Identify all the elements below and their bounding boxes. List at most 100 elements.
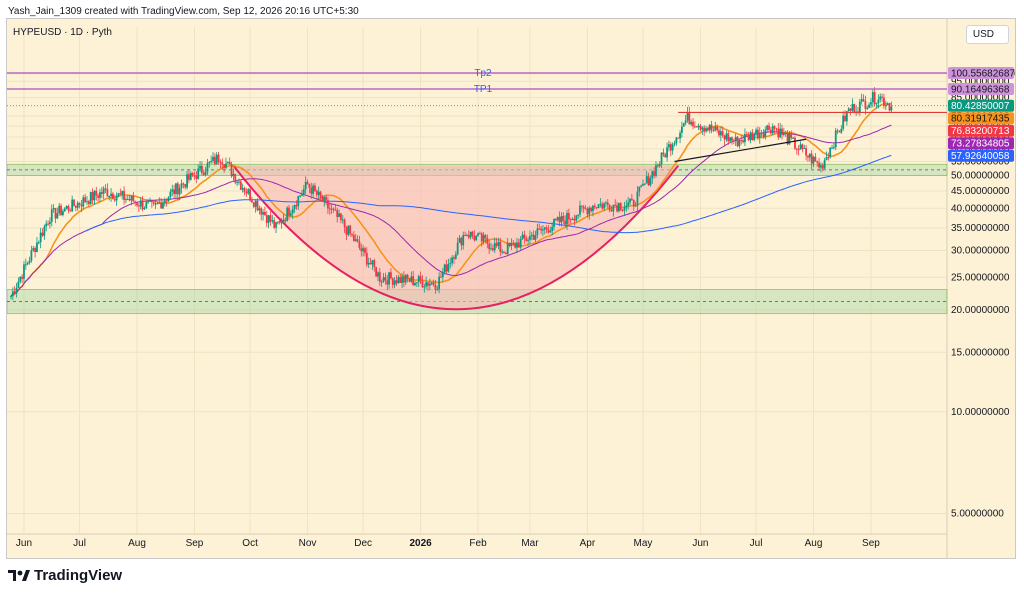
candle-body — [488, 243, 491, 250]
x-tick-label: Oct — [242, 538, 258, 549]
candle-body — [21, 276, 24, 279]
candle-body — [517, 242, 520, 248]
candle-body — [682, 123, 685, 127]
candle-body — [508, 243, 511, 246]
candle-body — [595, 207, 598, 209]
candle-body — [864, 101, 867, 109]
candle-body — [156, 203, 159, 205]
candle-body — [712, 130, 715, 132]
candle-body — [349, 225, 352, 234]
candle-body — [360, 247, 363, 252]
candle-body — [69, 210, 72, 212]
candle-body — [391, 278, 394, 285]
candle-body — [849, 108, 852, 111]
candle-body — [792, 137, 795, 139]
candle-body — [454, 254, 457, 259]
candle-body — [378, 272, 381, 282]
candle-body — [719, 131, 722, 136]
candle-body — [773, 126, 776, 129]
candle-body — [493, 243, 496, 251]
candle-body — [110, 193, 112, 197]
candle-body — [486, 237, 489, 244]
candle-body — [121, 191, 124, 195]
candle-body — [184, 184, 187, 188]
candle-body — [37, 242, 40, 244]
candle-body — [63, 208, 66, 212]
candle-body — [317, 191, 320, 195]
candle-body — [145, 202, 148, 209]
candle-body — [371, 260, 374, 265]
candle-body — [818, 162, 820, 168]
candle-body — [189, 173, 192, 180]
candle-body — [251, 200, 253, 203]
candle-body — [202, 172, 205, 175]
candle-body — [186, 174, 188, 188]
chart-credit: Yash_Jain_1309 created with TradingView.… — [8, 6, 359, 17]
candle-body — [836, 130, 839, 132]
candle-body — [193, 175, 196, 177]
candle-body — [443, 264, 446, 273]
candle-body — [797, 149, 800, 151]
candle-body — [39, 232, 42, 243]
candle-body — [669, 144, 672, 151]
candle-body — [553, 218, 555, 227]
candle-body — [282, 219, 285, 224]
candle-body — [571, 218, 574, 220]
candle-body — [412, 276, 415, 286]
candle-body — [695, 126, 698, 128]
candle-body — [430, 282, 433, 284]
candle-body — [860, 99, 863, 102]
price-label-bg — [948, 112, 1014, 125]
candle-body — [28, 260, 31, 263]
candle-body — [415, 282, 418, 284]
candle-body — [586, 208, 589, 215]
candle-body — [358, 241, 361, 248]
price-chart[interactable]: 100.0000000095.0000000085.0000000075.000… — [7, 19, 1015, 558]
candle-body — [291, 209, 294, 214]
candle-body — [393, 280, 396, 285]
candle-body — [851, 104, 854, 111]
candle-body — [34, 248, 36, 253]
currency-button[interactable]: USD — [965, 25, 1009, 44]
candle-body — [206, 163, 209, 172]
price-label: 90.16496368 — [948, 82, 1014, 95]
candle-body — [191, 173, 194, 176]
candle-body — [312, 185, 314, 194]
candle-body — [440, 276, 442, 278]
candle-body — [491, 248, 494, 251]
candle-body — [58, 205, 61, 214]
candle-body — [484, 235, 487, 238]
candle-body — [377, 272, 379, 277]
brand-name: TradingView — [34, 567, 123, 584]
candle-body — [603, 203, 605, 209]
candle-body — [97, 195, 100, 198]
candle-body — [221, 162, 224, 165]
candle-body — [744, 134, 746, 143]
candle-body — [364, 248, 366, 253]
tradingview-logo[interactable]: TradingView — [8, 567, 122, 584]
candle-body — [471, 231, 474, 236]
candle-body — [742, 140, 744, 143]
candle-body — [621, 210, 624, 212]
candle-body — [351, 233, 353, 236]
candle-body — [642, 184, 644, 186]
cup-curve — [232, 164, 680, 311]
candle-body — [352, 235, 355, 242]
candle-body — [447, 264, 450, 272]
candle-body — [308, 184, 311, 188]
candle-body — [160, 202, 163, 209]
candle-body — [367, 262, 370, 265]
chart-panel[interactable]: 100.0000000095.0000000085.0000000075.000… — [6, 18, 1016, 559]
candle-body — [632, 199, 635, 207]
y-tick-label: 40.00000000 — [951, 203, 1010, 214]
candle-body — [332, 208, 335, 210]
candle-body — [228, 162, 231, 165]
candle-body — [267, 215, 270, 223]
candle-body — [49, 221, 51, 224]
candle-body — [327, 200, 329, 209]
candle-body — [490, 248, 492, 250]
candle-body — [319, 191, 322, 197]
candle-body — [441, 272, 444, 278]
candle-body — [293, 205, 296, 210]
candle-body — [543, 227, 546, 230]
